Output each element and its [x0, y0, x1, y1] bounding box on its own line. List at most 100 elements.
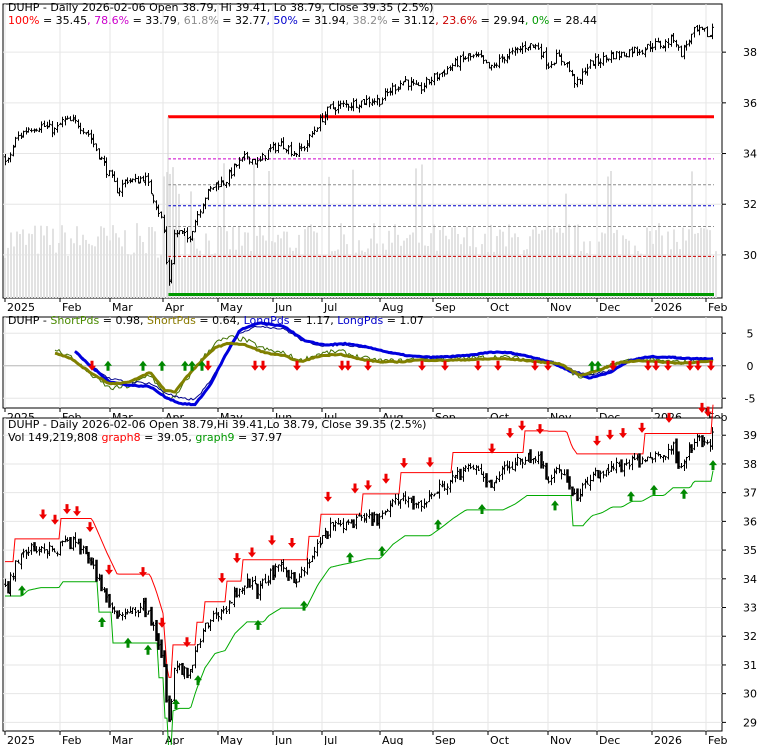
buy-signal-arrow	[378, 545, 386, 556]
volume-bar	[16, 231, 18, 298]
volume-bar	[670, 249, 672, 298]
longpds-line	[74, 321, 714, 407]
sell-signal-arrow	[638, 422, 646, 433]
volume-bar	[487, 251, 489, 298]
volume-bar	[193, 238, 195, 298]
fib-legend-value: = 31.94	[298, 14, 346, 27]
sell-signal-arrow	[233, 553, 241, 564]
volume-bar	[577, 224, 579, 298]
volume-bar	[586, 253, 588, 298]
volume-bar	[295, 247, 297, 298]
buy-signal-arrow	[627, 491, 635, 502]
sell-signal-arrow	[39, 509, 47, 520]
volume-bar	[574, 225, 576, 298]
volume-bar	[334, 250, 336, 298]
fib-legend-label: , 78.6%	[87, 14, 129, 27]
sell-signal-arrow	[488, 443, 496, 454]
volume-bar	[421, 164, 423, 298]
volume-bar	[253, 163, 255, 298]
volume-bar	[46, 226, 48, 298]
p2-y-label: 5	[747, 327, 754, 340]
volume-bar	[673, 229, 675, 298]
volume-bar	[235, 249, 237, 298]
panel2-title-part: = 1.17,	[290, 314, 338, 327]
buy-signal-arrow	[104, 360, 112, 371]
volume-bar	[82, 234, 84, 298]
volume-bar	[142, 242, 144, 298]
volume-bar	[190, 191, 192, 298]
graph8-value: = 39.05,	[141, 431, 196, 444]
volume-bar	[679, 249, 681, 298]
sell-signal-arrow	[418, 360, 426, 371]
volume-bar	[475, 247, 477, 298]
p3-y-label: 31	[743, 659, 757, 672]
volume-bar	[571, 255, 573, 298]
buy-signal-arrow	[98, 617, 106, 628]
graph9-value: = 37.97	[235, 431, 283, 444]
fib-legend-label: , 23.6%	[435, 14, 477, 27]
volume-bar	[367, 248, 369, 298]
volume-bar	[130, 255, 132, 298]
p3-x-label: 2025	[7, 734, 35, 745]
fib-legend-value: = 31.12	[388, 14, 436, 27]
buy-signal-arrow	[144, 644, 152, 655]
volume-bar	[418, 242, 420, 298]
sell-signal-arrow	[88, 360, 96, 371]
fib-legend-value: = 35.45	[39, 14, 87, 27]
panel3-title: DUHP - Daily 2026-02-06 Open 38.79,Hi 39…	[8, 418, 426, 431]
volume-bar	[460, 244, 462, 298]
sell-signal-arrow	[704, 406, 712, 417]
volume-bar	[382, 243, 384, 298]
volume-bar	[241, 245, 243, 298]
panel2-title-part: ShortPds	[147, 314, 196, 327]
panel-headers: DUHP - Daily 2026-02-06 Open 38.79, Hi 3…	[8, 1, 597, 444]
volume-bar	[523, 250, 525, 298]
panel2-title-part: LongPds	[337, 314, 383, 327]
volume-bar	[163, 176, 165, 298]
p3-y-label: 30	[743, 688, 757, 701]
sell-signal-arrow	[218, 573, 226, 584]
p1-x-label: Aug	[382, 301, 403, 314]
volume-bar	[49, 244, 51, 298]
p3-x-label: Jun	[274, 734, 292, 745]
volume-bar	[694, 233, 696, 298]
volume-bar	[505, 246, 507, 298]
volume-bar	[355, 252, 357, 298]
fib-legend-label: , 38.2%	[346, 14, 388, 27]
volume-bar	[583, 241, 585, 298]
volume-bar	[136, 223, 138, 298]
volume-bar	[220, 227, 222, 298]
p1-x-label: Oct	[490, 301, 510, 314]
volume-bar	[430, 233, 432, 298]
volume-bar	[259, 225, 261, 298]
volume-bar	[631, 255, 633, 298]
volume-bar	[79, 245, 81, 298]
fib-legend: 100% = 35.45, 78.6% = 33.79, 61.8% = 32.…	[8, 14, 597, 27]
volume-bar	[565, 193, 567, 298]
volume-bar	[601, 232, 603, 298]
volume-bar	[451, 227, 453, 298]
volume-bar	[331, 251, 333, 298]
volume-bar	[691, 171, 693, 298]
volume-bar	[457, 233, 459, 298]
volume-bar	[604, 233, 606, 298]
volume-bar	[277, 234, 279, 298]
volume-bar	[667, 231, 669, 298]
trailing-stop-panel: 2025 Feb Mar Apr May Jun Jul Aug Sep Oct Nov Dec 202…	[2, 402, 757, 749]
sell-signal-arrow	[73, 506, 81, 517]
volume-bar	[703, 228, 705, 298]
buy-signal-arrow	[172, 699, 180, 710]
vol-label: Vol 149,219,808	[8, 431, 98, 444]
volume-bar	[85, 239, 87, 298]
volume-bar	[127, 254, 129, 298]
panel2-title-part: DUHP	[8, 314, 40, 327]
volume-bar	[562, 232, 564, 298]
volume-bar	[313, 231, 315, 298]
volume-bar	[493, 251, 495, 298]
buy-signal-arrow	[254, 619, 262, 630]
p3-x-label: Dec	[599, 734, 620, 745]
sell-signal-arrow	[63, 504, 71, 515]
volume-bar	[181, 257, 183, 298]
volume-bar	[529, 236, 531, 298]
